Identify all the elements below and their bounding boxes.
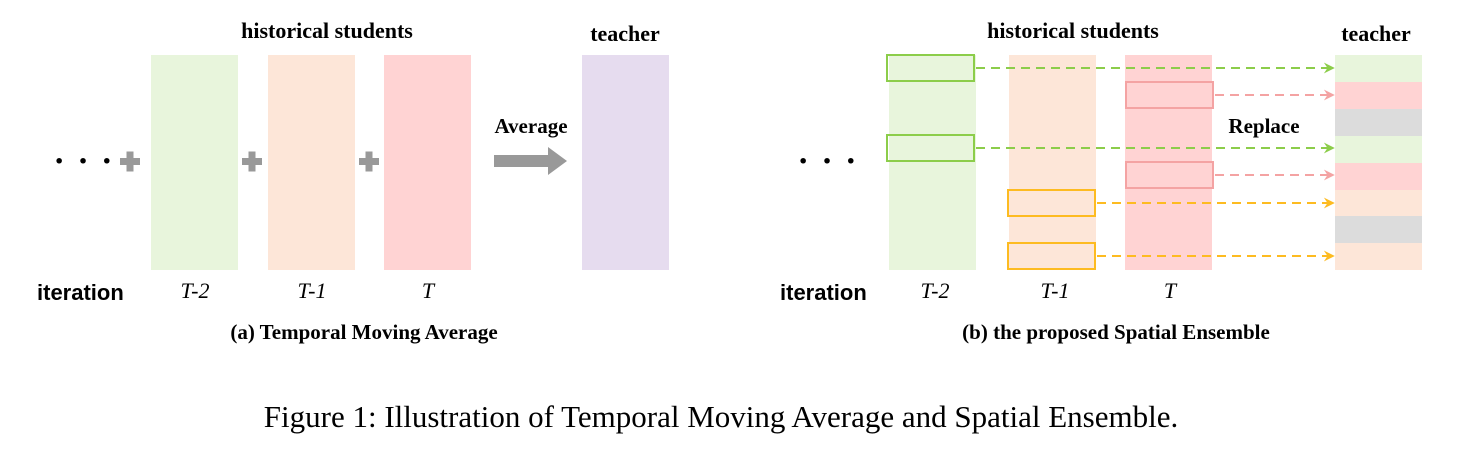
panel-a-caption: (a) Temporal Moving Average	[230, 320, 497, 344]
teacher-stripe	[1335, 136, 1422, 163]
panel-b-caption: (b) the proposed Spatial Ensemble	[962, 320, 1270, 344]
iteration-label-a: iteration	[37, 280, 124, 305]
figure-caption: Figure 1: Illustration of Temporal Movin…	[264, 399, 1178, 434]
teacher-stripe	[1335, 243, 1422, 270]
plus-icon	[242, 151, 262, 172]
iteration-t-a: T	[422, 278, 436, 303]
teacher-stripe	[1335, 163, 1422, 190]
teacher-stripe	[1335, 109, 1422, 136]
teacher-stripe	[1335, 216, 1422, 243]
iteration-t-minus-2-b: T-2	[921, 278, 950, 303]
iteration-t-minus-1-b: T-1	[1041, 278, 1070, 303]
teacher-model-b	[1335, 55, 1422, 270]
teacher-heading-a: teacher	[590, 21, 660, 46]
historical-students-heading-b: historical students	[987, 18, 1159, 43]
ellipsis-b: · · ·	[797, 143, 858, 180]
plus-icon	[120, 151, 140, 172]
selected-part-red	[1125, 161, 1214, 189]
selected-part-red	[1125, 81, 1214, 109]
replace-label: Replace	[1228, 114, 1299, 138]
student-model-t-minus-1-b	[1009, 55, 1096, 270]
selected-part-yellow	[1007, 189, 1096, 217]
plus-icon	[359, 151, 379, 172]
selected-part-green	[886, 134, 975, 162]
average-label: Average	[494, 114, 567, 138]
average-arrow-icon	[494, 147, 567, 175]
panel-temporal-moving-average: historical students teacher · · · Averag…	[37, 18, 669, 344]
panel-spatial-ensemble: historical students teacher · · · Replac…	[780, 18, 1422, 344]
teacher-stripe	[1335, 82, 1422, 109]
teacher-heading-b: teacher	[1341, 21, 1411, 46]
teacher-stripe	[1335, 55, 1422, 82]
student-model-t-minus-1-a	[268, 55, 355, 270]
ellipsis-a: · · ·	[53, 143, 114, 180]
historical-students-heading-a: historical students	[241, 18, 413, 43]
student-model-t-a	[384, 55, 471, 270]
student-model-t-minus-2-a	[151, 55, 238, 270]
selected-part-green	[886, 54, 975, 82]
student-model-t-minus-2-b	[889, 55, 976, 270]
iteration-t-minus-1-a: T-1	[298, 278, 327, 303]
iteration-t-b: T	[1164, 278, 1178, 303]
selected-part-yellow	[1007, 242, 1096, 270]
iteration-label-b: iteration	[780, 280, 867, 305]
iteration-t-minus-2-a: T-2	[181, 278, 210, 303]
teacher-stripe	[1335, 190, 1422, 216]
teacher-model-a	[582, 55, 669, 270]
